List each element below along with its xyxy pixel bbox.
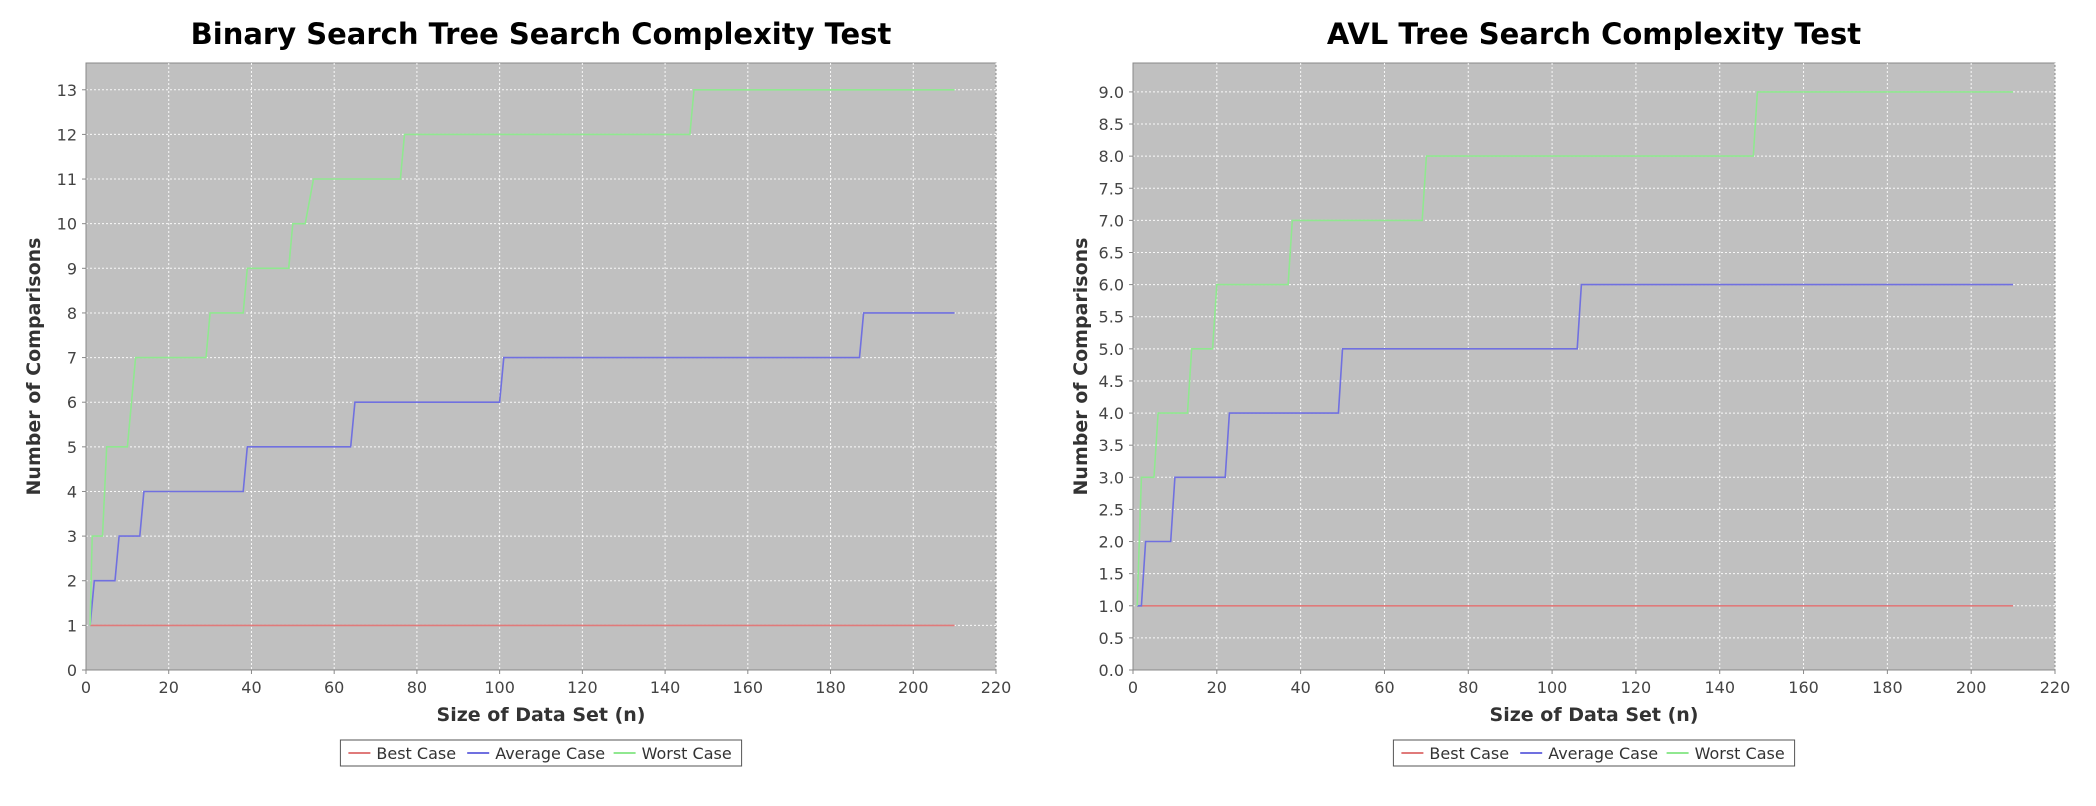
y-tick-label: 5 bbox=[67, 438, 77, 457]
legend-label-worst-case: Worst Case bbox=[642, 744, 732, 763]
legend: Best Case Average Case Worst Case bbox=[339, 739, 743, 767]
x-tick-label: 0 bbox=[81, 678, 91, 697]
legend: Best Case Average Case Worst Case bbox=[1392, 739, 1796, 767]
legend-label-best-case: Best Case bbox=[1429, 744, 1509, 763]
x-axis-label: Size of Data Set (n) bbox=[1490, 704, 1699, 726]
y-tick-label: 9 bbox=[67, 259, 77, 278]
y-tick-label: 6.5 bbox=[1099, 243, 1124, 262]
legend-label-best-case: Best Case bbox=[376, 744, 456, 763]
x-tick-label: 200 bbox=[1956, 678, 1987, 697]
x-tick-label: 100 bbox=[484, 678, 515, 697]
x-tick-label: 20 bbox=[1207, 678, 1227, 697]
legend-label-average-case: Average Case bbox=[495, 744, 605, 763]
x-tick-label: 160 bbox=[1788, 678, 1819, 697]
y-tick-label: 6 bbox=[67, 393, 77, 412]
x-tick-label: 120 bbox=[1621, 678, 1652, 697]
y-tick-label: 13 bbox=[57, 81, 77, 100]
y-tick-label: 2.5 bbox=[1099, 500, 1124, 519]
series-line-worst-case bbox=[1136, 91, 2014, 606]
x-axis-label: Size of Data Set (n) bbox=[437, 704, 646, 726]
x-tick-label: 20 bbox=[159, 678, 179, 697]
y-tick-label: 8 bbox=[67, 304, 77, 323]
y-axis-label: Number of Comparisons bbox=[1070, 238, 1092, 496]
y-tick-label: 3.5 bbox=[1099, 436, 1124, 455]
legend-label-worst-case: Worst Case bbox=[1695, 744, 1785, 763]
chart-title: Binary Search Tree Search Complexity Tes… bbox=[191, 17, 892, 51]
x-tick-label: 220 bbox=[2040, 678, 2071, 697]
legend-box bbox=[1392, 739, 1796, 767]
x-tick-label: 60 bbox=[1374, 678, 1394, 697]
y-tick-label: 1.5 bbox=[1099, 565, 1124, 584]
y-tick-label: 3.0 bbox=[1099, 468, 1124, 487]
y-tick-label: 8.0 bbox=[1099, 147, 1124, 166]
y-tick-label: 4.0 bbox=[1099, 404, 1124, 423]
chart-title: AVL Tree Search Complexity Test bbox=[1327, 17, 1861, 51]
x-tick-label: 40 bbox=[1290, 678, 1310, 697]
x-tick-label: 80 bbox=[407, 678, 427, 697]
legend-box bbox=[339, 739, 743, 767]
y-tick-label: 1 bbox=[67, 616, 77, 635]
x-tick-label: 140 bbox=[1704, 678, 1735, 697]
y-tick-label: 0 bbox=[67, 661, 77, 680]
plot-area bbox=[1132, 62, 2056, 671]
x-tick-label: 140 bbox=[650, 678, 681, 697]
y-tick-label: 3 bbox=[67, 527, 77, 546]
y-tick-label: 7 bbox=[67, 349, 77, 368]
x-tick-label: 60 bbox=[324, 678, 344, 697]
y-tick-label: 9.0 bbox=[1099, 83, 1124, 102]
series-line-average-case bbox=[1137, 283, 2014, 607]
y-tick-label: 12 bbox=[57, 125, 77, 144]
series-line-average-case bbox=[89, 312, 955, 626]
y-axis-label: Number of Comparisons bbox=[23, 238, 45, 496]
chart-1: Binary Search Tree Search Complexity Tes… bbox=[23, 17, 1012, 767]
y-tick-label: 8.5 bbox=[1099, 115, 1124, 134]
y-tick-label: 1.0 bbox=[1099, 597, 1124, 616]
x-tick-label: 180 bbox=[815, 678, 846, 697]
x-tick-label: 40 bbox=[241, 678, 261, 697]
x-tick-label: 100 bbox=[1537, 678, 1568, 697]
y-tick-label: 5.5 bbox=[1099, 308, 1124, 327]
x-tick-label: 200 bbox=[898, 678, 929, 697]
y-tick-label: 4.5 bbox=[1099, 372, 1124, 391]
legend-label-average-case: Average Case bbox=[1548, 744, 1658, 763]
plot-area bbox=[85, 62, 997, 671]
x-tick-label: 220 bbox=[981, 678, 1012, 697]
x-tick-label: 80 bbox=[1458, 678, 1478, 697]
y-tick-label: 4 bbox=[67, 482, 77, 501]
x-tick-label: 0 bbox=[1128, 678, 1138, 697]
y-tick-label: 6.0 bbox=[1099, 276, 1124, 295]
y-tick-label: 11 bbox=[57, 170, 77, 189]
y-tick-label: 2 bbox=[67, 572, 77, 591]
y-tick-label: 7.5 bbox=[1099, 179, 1124, 198]
y-tick-label: 0.0 bbox=[1099, 661, 1124, 680]
series-line-worst-case bbox=[89, 89, 955, 626]
y-tick-label: 5.0 bbox=[1099, 340, 1124, 359]
y-tick-label: 0.5 bbox=[1099, 629, 1124, 648]
y-tick-label: 2.0 bbox=[1099, 533, 1124, 552]
x-tick-label: 120 bbox=[567, 678, 598, 697]
y-tick-label: 7.0 bbox=[1099, 211, 1124, 230]
x-tick-label: 180 bbox=[1872, 678, 1903, 697]
y-tick-label: 10 bbox=[57, 215, 77, 234]
x-tick-label: 160 bbox=[733, 678, 764, 697]
chart-2: AVL Tree Search Complexity Test 0 20 40 60 80… bbox=[1070, 17, 2071, 767]
